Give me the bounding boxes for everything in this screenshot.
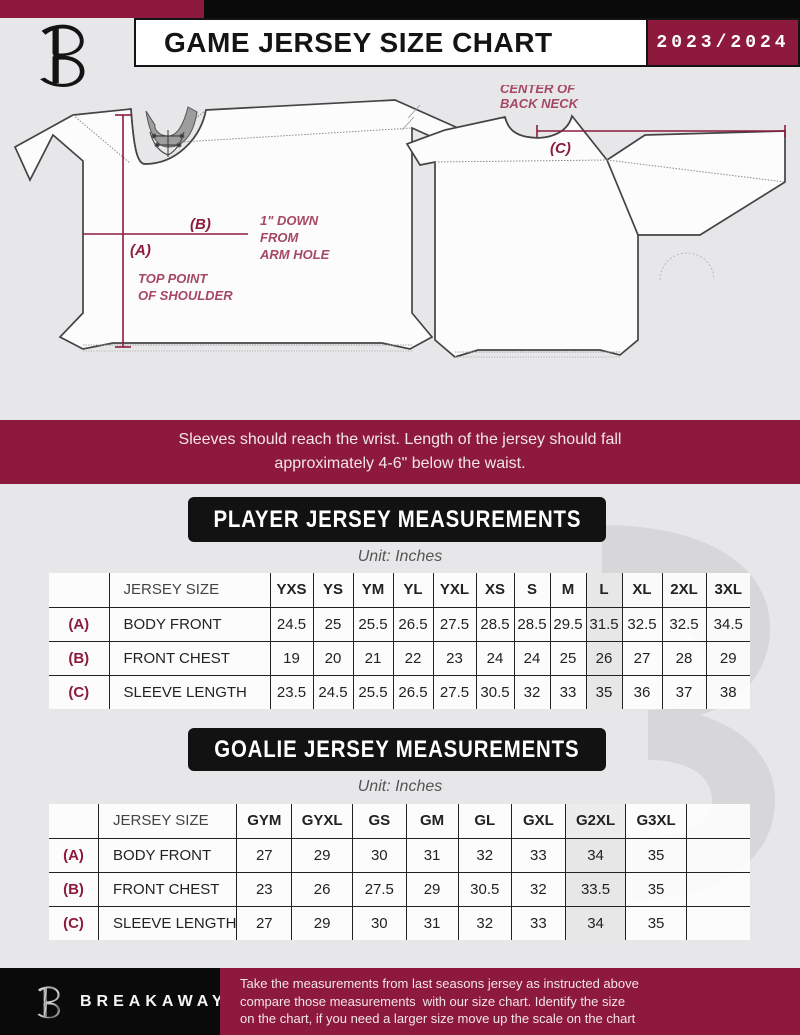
svg-text:FROM: FROM bbox=[260, 230, 299, 245]
svg-text:TOP POINT: TOP POINT bbox=[138, 271, 208, 286]
svg-text:BACK NECK: BACK NECK bbox=[500, 96, 580, 111]
svg-text:ARM HOLE: ARM HOLE bbox=[259, 247, 330, 262]
svg-text:(C): (C) bbox=[550, 140, 571, 157]
svg-text:1" DOWN: 1" DOWN bbox=[260, 213, 319, 228]
svg-text:(A): (A) bbox=[130, 242, 151, 259]
svg-text:CENTER OF: CENTER OF bbox=[500, 85, 576, 96]
svg-text:(B): (B) bbox=[190, 216, 211, 233]
svg-text:OF SHOULDER: OF SHOULDER bbox=[138, 288, 233, 303]
